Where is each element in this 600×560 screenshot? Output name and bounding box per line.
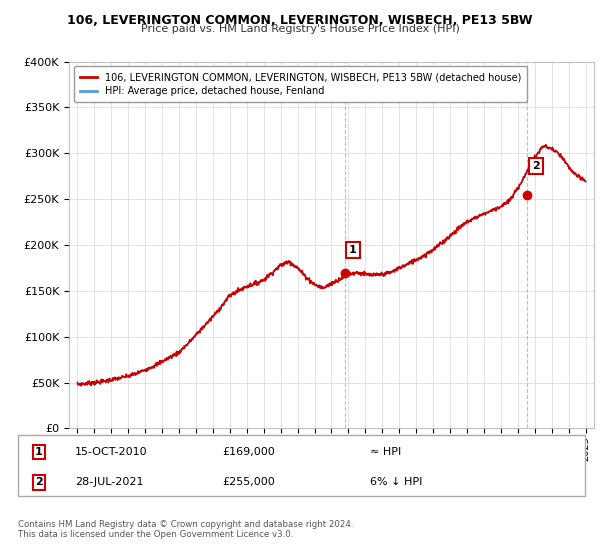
Text: 15-OCT-2010: 15-OCT-2010 <box>75 447 148 457</box>
Text: Price paid vs. HM Land Registry's House Price Index (HPI): Price paid vs. HM Land Registry's House … <box>140 24 460 34</box>
Text: 28-JUL-2021: 28-JUL-2021 <box>75 477 143 487</box>
Text: 2: 2 <box>533 161 540 171</box>
Legend: 106, LEVERINGTON COMMON, LEVERINGTON, WISBECH, PE13 5BW (detached house), HPI: A: 106, LEVERINGTON COMMON, LEVERINGTON, WI… <box>74 67 527 102</box>
Text: 1: 1 <box>349 245 357 255</box>
Text: 6% ↓ HPI: 6% ↓ HPI <box>370 477 422 487</box>
FancyBboxPatch shape <box>18 435 585 496</box>
Text: 1: 1 <box>35 447 43 457</box>
Text: 2: 2 <box>35 477 43 487</box>
Text: ≈ HPI: ≈ HPI <box>370 447 401 457</box>
Text: 106, LEVERINGTON COMMON, LEVERINGTON, WISBECH, PE13 5BW: 106, LEVERINGTON COMMON, LEVERINGTON, WI… <box>67 14 533 27</box>
Text: Contains HM Land Registry data © Crown copyright and database right 2024.
This d: Contains HM Land Registry data © Crown c… <box>18 520 353 539</box>
Text: £169,000: £169,000 <box>222 447 275 457</box>
Text: £255,000: £255,000 <box>222 477 275 487</box>
